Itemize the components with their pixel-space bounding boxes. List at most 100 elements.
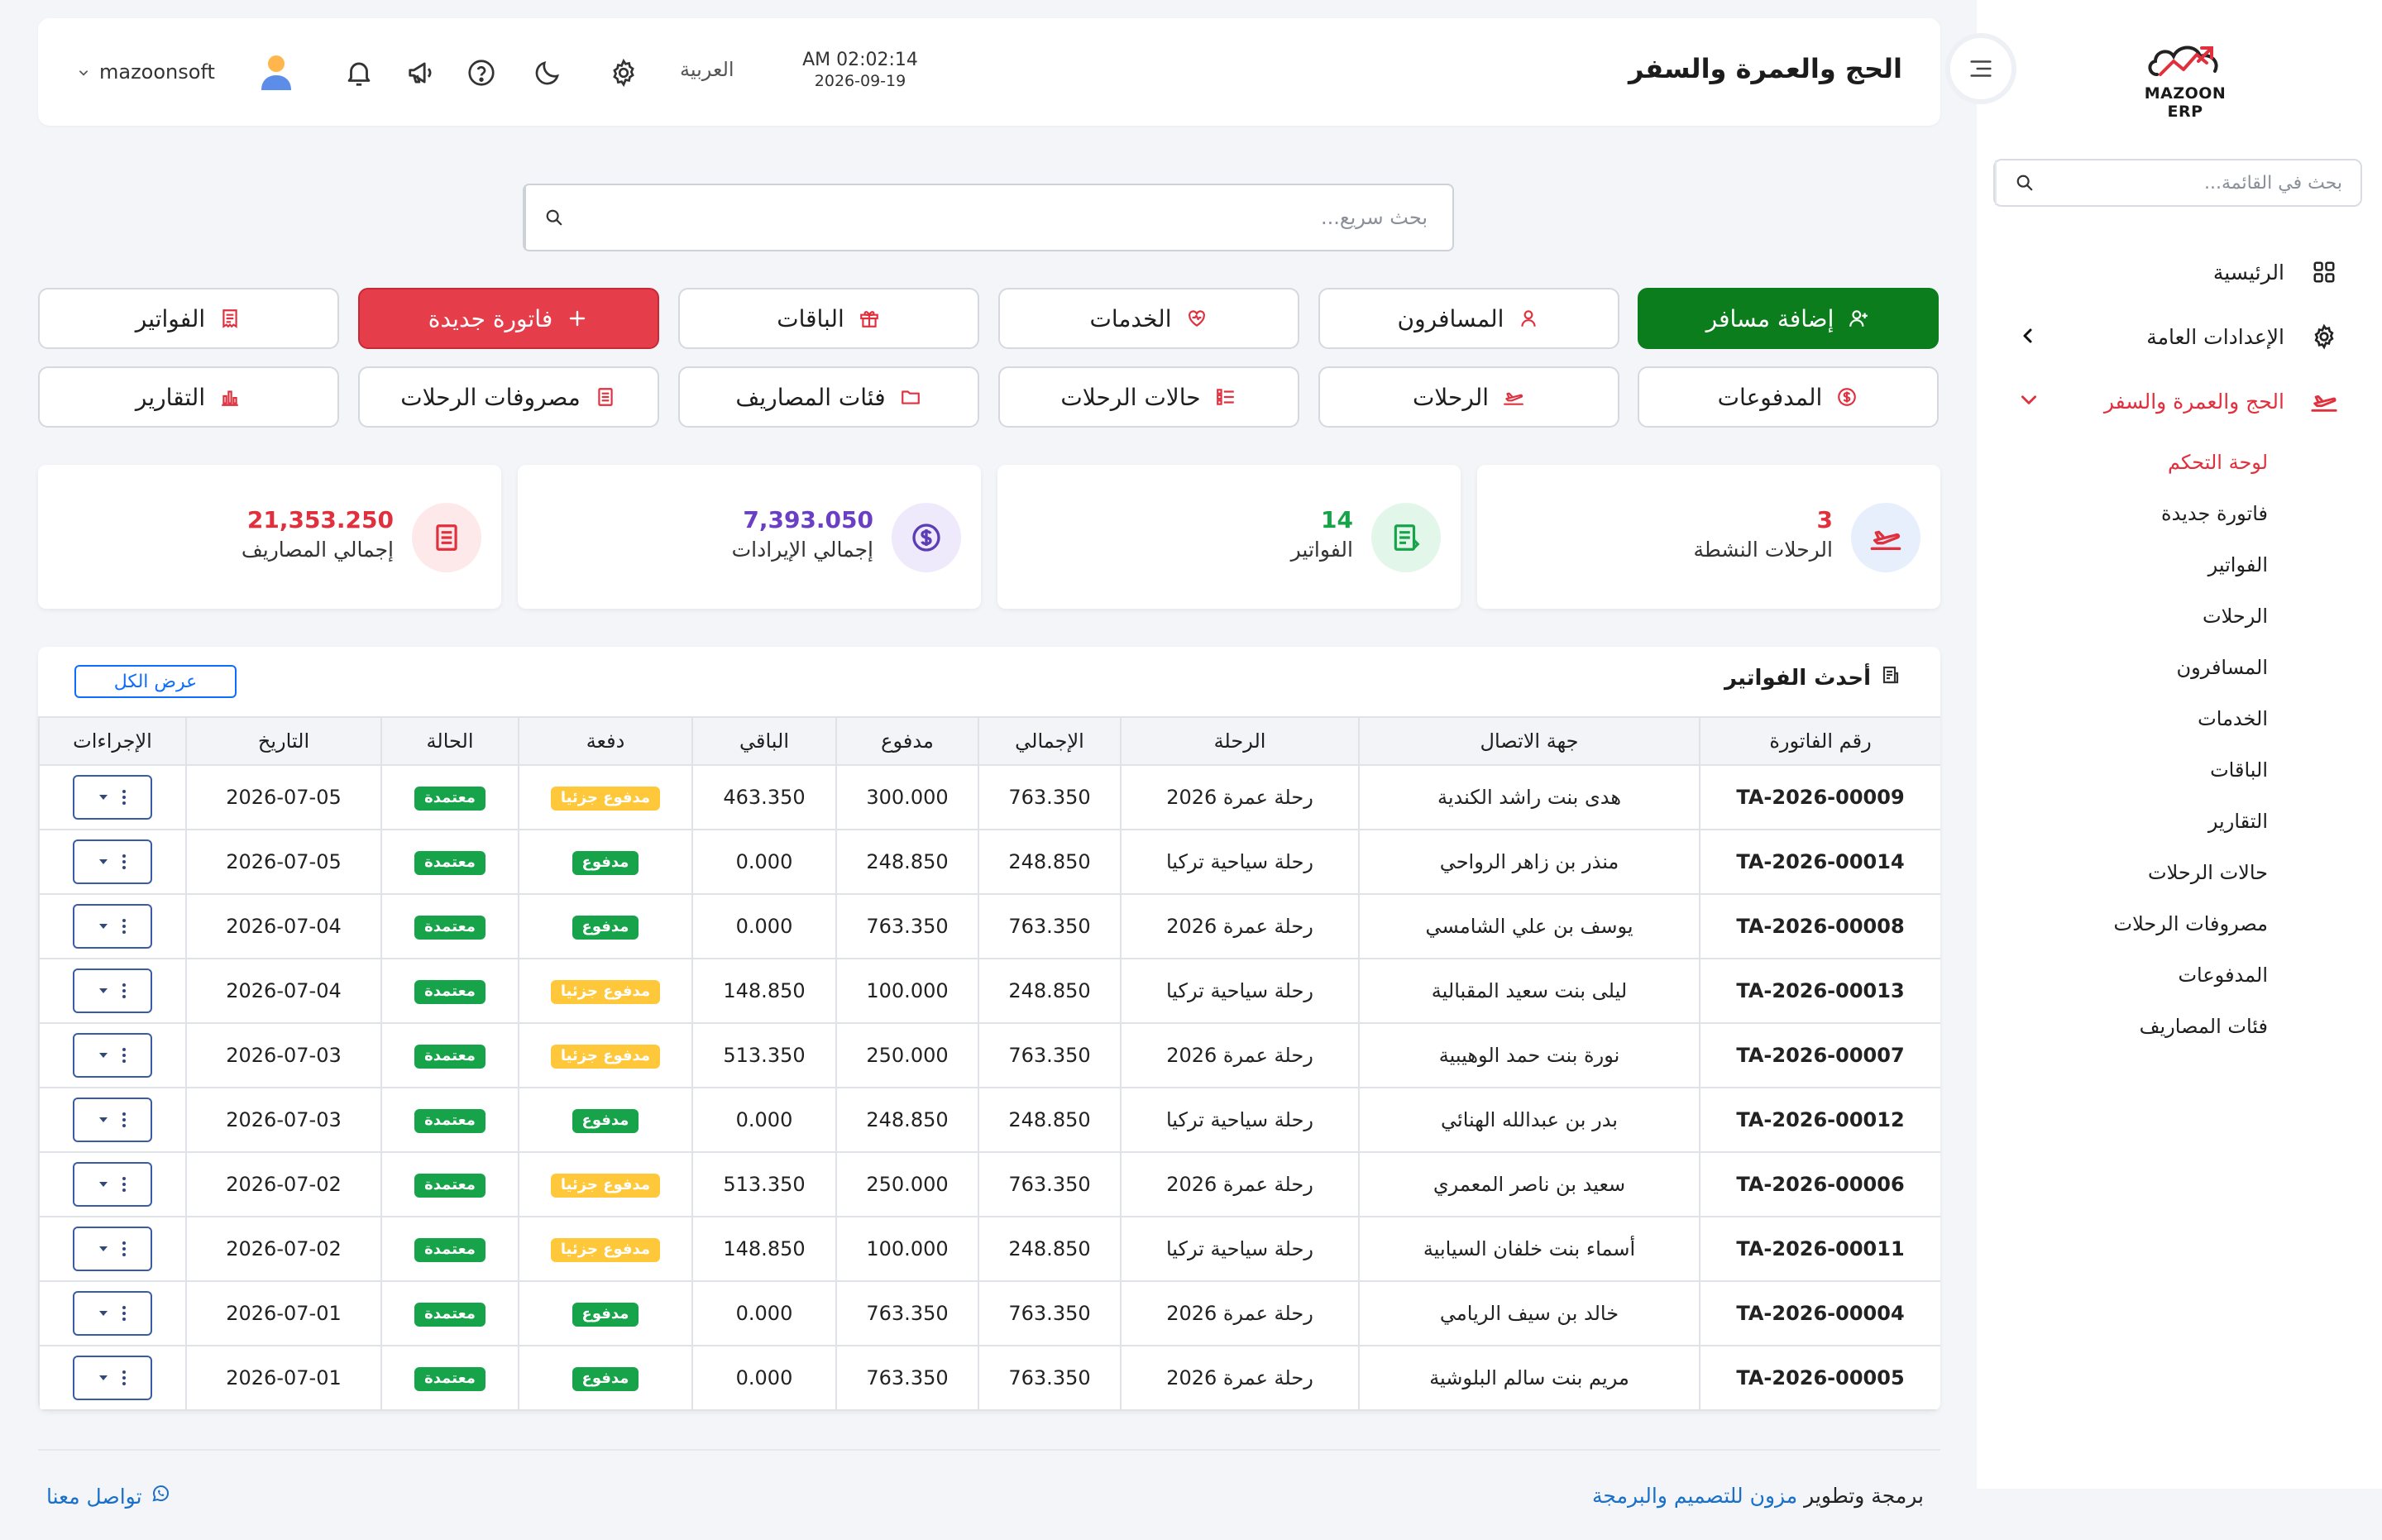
- column-header[interactable]: دفعة: [518, 716, 693, 766]
- trip-statuses-button[interactable]: حالات الرحلات: [998, 366, 1299, 428]
- row-actions-dropdown[interactable]: [73, 1033, 152, 1078]
- more-vertical-icon: [122, 790, 126, 805]
- actions-cell: [38, 1151, 187, 1217]
- column-header[interactable]: الباقي: [691, 716, 837, 766]
- column-header[interactable]: مدفوع: [835, 716, 979, 766]
- services-button[interactable]: الخدمات: [998, 288, 1299, 349]
- sidebar-item-hajj-umrah-travel[interactable]: الحج والعمرة والسفر: [1977, 369, 2382, 433]
- column-header[interactable]: جهة الاتصال: [1358, 716, 1700, 766]
- sidebar-item-settings[interactable]: الإعدادات العامة: [1977, 304, 2382, 369]
- status-cell: معتمدة: [380, 1022, 519, 1088]
- invoice-number-link[interactable]: TA-2026-00011: [1699, 1216, 1940, 1282]
- invoices-button[interactable]: الفواتير: [38, 288, 339, 349]
- submenu-item-packages[interactable]: الباقات: [2210, 758, 2268, 782]
- trip-cell: رحلة عمرة 2026: [1120, 893, 1360, 959]
- row-actions-dropdown[interactable]: [73, 1291, 152, 1336]
- megaphone-icon[interactable]: [404, 55, 440, 91]
- status-cell: معتمدة: [380, 1087, 519, 1153]
- new-invoice-button[interactable]: فاتورة جديدة: [358, 288, 659, 349]
- trips-button[interactable]: الرحلات: [1318, 366, 1619, 428]
- row-actions-dropdown[interactable]: [73, 1098, 152, 1142]
- submenu-item-new-invoice[interactable]: فاتورة جديدة: [2161, 502, 2268, 525]
- row-actions-dropdown[interactable]: [73, 968, 152, 1013]
- language-switch[interactable]: العربية: [680, 58, 734, 81]
- submenu-item-reports[interactable]: التقارير: [2207, 810, 2268, 833]
- table-row: TA-2026-00012 بدر بن عبدالله الهنائي رحلة …: [38, 1087, 1940, 1153]
- contact-link[interactable]: تواصل معنا: [46, 1484, 170, 1509]
- payment-badge: مدفوع جزئيا: [550, 1238, 661, 1262]
- invoice-number-link[interactable]: TA-2026-00004: [1699, 1280, 1940, 1346]
- submenu-item-trip-expenses[interactable]: مصروفات الرحلات: [2113, 912, 2268, 935]
- expense-categories-button[interactable]: فئات المصاريف: [678, 366, 979, 428]
- submenu-item-dashboard[interactable]: لوحة التحكم: [2168, 451, 2268, 474]
- column-header[interactable]: التاريخ: [185, 716, 382, 766]
- paid-cell: 763.350: [835, 1280, 979, 1346]
- date-cell: 2026-07-01: [185, 1280, 382, 1346]
- table-row: TA-2026-00007 نورة بنت حمد الوهيبية رحلة ع…: [38, 1022, 1940, 1088]
- row-actions-dropdown[interactable]: [73, 775, 152, 820]
- moon-icon[interactable]: [529, 55, 566, 91]
- row-actions-dropdown[interactable]: [73, 839, 152, 884]
- help-icon[interactable]: [463, 55, 500, 91]
- payments-button[interactable]: المدفوعات: [1638, 366, 1939, 428]
- app-logo[interactable]: MAZOON ERP: [2136, 38, 2235, 121]
- search-icon[interactable]: [524, 185, 582, 250]
- reports-button[interactable]: التقارير: [38, 366, 339, 428]
- invoice-number-link[interactable]: TA-2026-00007: [1699, 1022, 1940, 1088]
- caret-down-icon: [99, 1246, 108, 1251]
- submenu-item-expense-categories[interactable]: فئات المصاريف: [2139, 1015, 2268, 1038]
- sidebar-item-home[interactable]: الرئيسية: [1977, 240, 2382, 304]
- invoice-number-link[interactable]: TA-2026-00005: [1699, 1345, 1940, 1411]
- row-actions-dropdown[interactable]: [73, 1162, 152, 1207]
- invoice-number-link[interactable]: TA-2026-00006: [1699, 1151, 1940, 1217]
- column-header[interactable]: رقم الفاتورة: [1699, 716, 1940, 766]
- row-actions-dropdown[interactable]: [73, 904, 152, 949]
- contact-cell: أسماء بنت خلفان السيابية: [1358, 1216, 1700, 1282]
- invoice-number-link[interactable]: TA-2026-00008: [1699, 893, 1940, 959]
- user-menu[interactable]: mazoonsoft: [78, 51, 296, 93]
- travelers-button[interactable]: المسافرون: [1318, 288, 1619, 349]
- date-cell: 2026-07-05: [185, 764, 382, 830]
- dollar-circle-icon: [892, 503, 961, 572]
- invoice-number-link[interactable]: TA-2026-00013: [1699, 958, 1940, 1024]
- view-all-button[interactable]: عرض الكل: [74, 665, 237, 698]
- gift-icon: [858, 307, 881, 330]
- search-icon[interactable]: [1995, 160, 2053, 205]
- add-traveler-button[interactable]: إضافة مسافر: [1638, 288, 1939, 349]
- remaining-cell: 463.350: [691, 764, 837, 830]
- sidebar-submenu: لوحة التحكم فاتورة جديدة الفواتير الرحلا…: [1977, 433, 2382, 1052]
- submenu-item-trip-statuses[interactable]: حالات الرحلات: [2147, 861, 2268, 884]
- submenu-item-trips[interactable]: الرحلات: [2203, 605, 2268, 628]
- column-header[interactable]: الإجمالي: [978, 716, 1122, 766]
- invoice-number-link[interactable]: TA-2026-00014: [1699, 829, 1940, 895]
- submenu-item-payments[interactable]: المدفوعات: [2178, 964, 2268, 987]
- trip-expenses-button[interactable]: مصروفات الرحلات: [358, 366, 659, 428]
- footer-credit-link[interactable]: مزون للتصميم والبرمجة: [1592, 1484, 1798, 1508]
- invoice-number-link[interactable]: TA-2026-00012: [1699, 1087, 1940, 1153]
- stat-value: 3: [1816, 506, 1833, 533]
- row-actions-dropdown[interactable]: [73, 1356, 152, 1400]
- caret-down-icon: [99, 1311, 108, 1316]
- settings-gear-icon[interactable]: [605, 55, 642, 91]
- user-plus-icon: [1847, 307, 1870, 330]
- row-actions-dropdown[interactable]: [73, 1227, 152, 1271]
- remaining-cell: 148.850: [691, 1216, 837, 1282]
- actions-cell: [38, 1087, 187, 1153]
- chevron-down-icon: [2018, 389, 2040, 415]
- quick-search-input[interactable]: [582, 185, 1452, 250]
- submenu-item-services[interactable]: الخدمات: [2198, 707, 2268, 730]
- packages-button[interactable]: الباقات: [678, 288, 979, 349]
- invoice-number-link[interactable]: TA-2026-00009: [1699, 764, 1940, 830]
- submenu-item-travelers[interactable]: المسافرون: [2176, 656, 2268, 679]
- column-header[interactable]: الحالة: [380, 716, 519, 766]
- bell-icon[interactable]: [341, 55, 377, 91]
- payment-badge: مدفوع جزئيا: [550, 1174, 661, 1198]
- total-cell: 763.350: [978, 893, 1122, 959]
- sidebar-toggle-button[interactable]: [1945, 33, 2016, 104]
- plane-icon: [1851, 503, 1920, 572]
- submenu-item-invoices[interactable]: الفواتير: [2207, 553, 2268, 576]
- sidebar-search-input[interactable]: [2053, 160, 2360, 205]
- column-header[interactable]: الرحلة: [1120, 716, 1360, 766]
- username: mazoonsoft: [99, 60, 215, 84]
- clock-date: 2026-09-19: [814, 72, 906, 90]
